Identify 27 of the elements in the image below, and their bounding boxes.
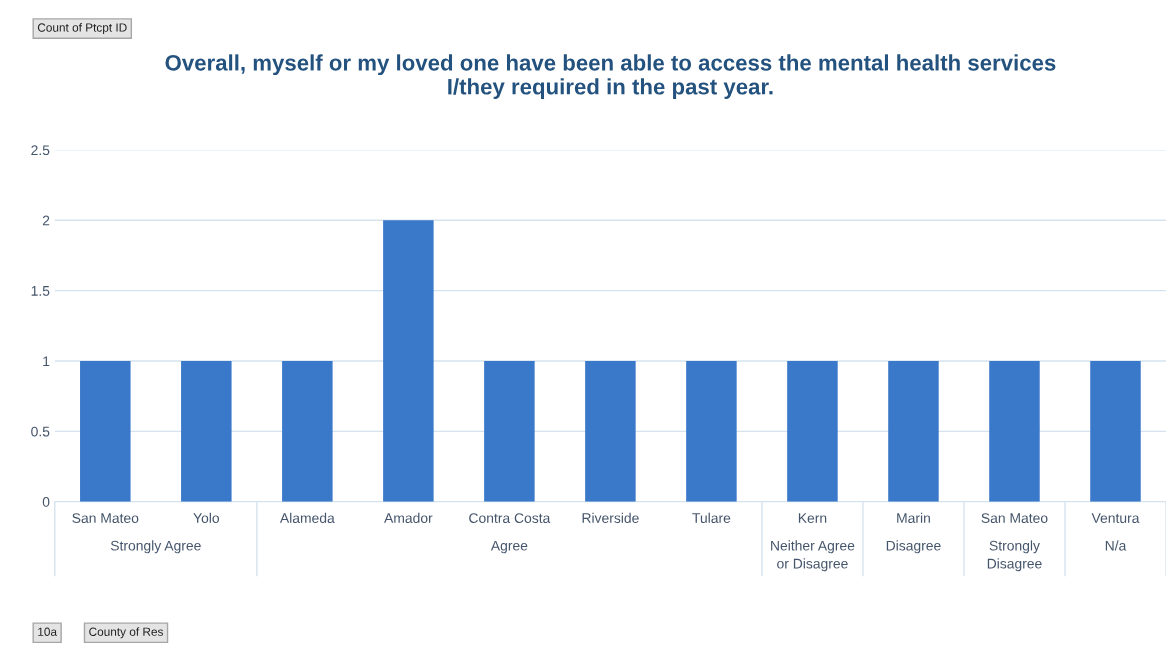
text: Neither Agree or Disagree [771, 540, 855, 572]
y-tick-label: 0.5 [31, 426, 50, 437]
chart-title: Overall, myself or my loved one have been able to access the mental health services I/they required in the past year. [165, 54, 1056, 99]
x-tick-label: Contra Costa [469, 513, 551, 523]
x-tick-label: Ventura [1091, 513, 1140, 523]
y-tick-label: 1 [43, 356, 50, 367]
text: 10a [38, 627, 58, 636]
y-tick-label: 1.5 [31, 286, 50, 296]
x-tick-label: San Mateo [981, 513, 1048, 523]
text: Disagree [886, 540, 941, 554]
y-tick-label: 0 [42, 497, 50, 507]
text: County of Res [89, 627, 163, 639]
text: Strongly Agree [110, 540, 201, 554]
x-tick-label: Alameda [279, 512, 335, 523]
y-tick-label: 2.5 [31, 145, 50, 156]
text: Agree [490, 540, 528, 554]
text: N/a [1105, 540, 1127, 551]
x-tick-label: Riverside [582, 512, 639, 523]
text: Strongly Disagree [987, 540, 1042, 572]
x-tick-label: Amador [384, 512, 433, 523]
x-tick-label: Marin [897, 512, 930, 523]
x-tick-label: Kern [798, 513, 827, 523]
x-tick-label: Yolo [193, 512, 220, 523]
x-tick-label: San Mateo [72, 513, 139, 523]
x-tick-label: Tulare [692, 512, 731, 523]
text: Count of Ptcpt ID [37, 23, 127, 35]
y-tick-label: 2 [42, 215, 50, 226]
